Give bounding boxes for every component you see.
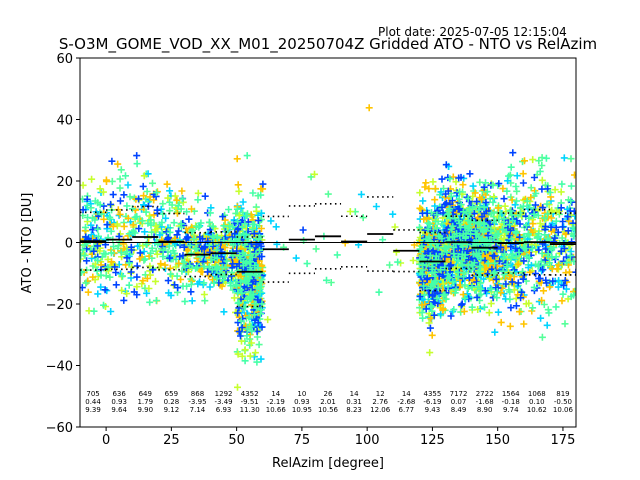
x-tick-label: 175	[551, 433, 576, 448]
bin-count-label: 705	[86, 390, 99, 398]
bin-mean-label: 0.93	[111, 398, 127, 406]
bin-std-label: 8.90	[477, 406, 493, 414]
x-tick-label: 50	[228, 433, 245, 448]
bin-mean-label: -0.18	[502, 398, 520, 406]
bin-count-label: 14	[271, 390, 280, 398]
x-tick-label: 0	[102, 433, 110, 448]
chart-title: S-O3M_GOME_VOD_XX_M01_20250704Z Gridded …	[59, 35, 597, 54]
bin-std-label: 9.39	[85, 406, 101, 414]
x-tick-label: 25	[163, 433, 180, 448]
bin-std-label: 12.06	[370, 406, 391, 414]
y-tick-label: −60	[46, 421, 73, 436]
bin-std-label: 11.30	[240, 406, 260, 414]
bin-mean-label: -6.19	[423, 398, 441, 406]
y-axis-label: ATO - NTO [DU]	[20, 193, 35, 294]
y-tick-label: 40	[56, 114, 73, 129]
bin-std-label: 9.43	[425, 406, 441, 414]
bin-mean-label: 0.07	[451, 398, 467, 406]
y-tick-label: 0	[65, 237, 73, 252]
bin-count-label: 649	[139, 390, 152, 398]
scatter-marker-set	[80, 149, 576, 340]
bin-statistics: 7050.449.396360.939.646491.799.906590.28…	[85, 390, 573, 414]
bin-count-label: 2722	[476, 390, 494, 398]
y-tick-label: 20	[56, 175, 73, 190]
x-axis-label: RelAzim [degree]	[272, 456, 384, 471]
bin-mean-label: 0.93	[294, 398, 310, 406]
statistics-overlay	[80, 196, 576, 308]
bin-mean-label: -0.50	[554, 398, 572, 406]
scatter-marker-set	[80, 156, 576, 391]
x-axis-ticks: 0 25 50 75 100 125 150 175	[102, 427, 575, 448]
bin-mean-label: 2.01	[320, 398, 336, 406]
y-tick-label: −40	[46, 360, 73, 375]
bin-count-label: 10	[297, 390, 306, 398]
bin-mean-label: 0.10	[529, 398, 545, 406]
bin-std-label: 6.77	[399, 406, 415, 414]
bin-std-label: 9.74	[503, 406, 519, 414]
bin-std-label: 10.66	[266, 406, 287, 414]
bin-mean-label: 0.44	[85, 398, 101, 406]
bin-count-label: 26	[324, 390, 333, 398]
bin-mean-label: 0.28	[164, 398, 180, 406]
bin-count-label: 7172	[450, 390, 468, 398]
bin-count-label: 1068	[528, 390, 546, 398]
bin-std-label: 9.90	[137, 406, 153, 414]
bin-mean-label: 0.31	[346, 398, 362, 406]
bin-mean-label: -1.68	[476, 398, 494, 406]
x-tick-label: 125	[420, 433, 445, 448]
x-tick-label: 150	[485, 433, 510, 448]
bin-std-label: 10.95	[292, 406, 312, 414]
bin-mean-label: 2.76	[372, 398, 388, 406]
bin-std-label: 6.93	[216, 406, 232, 414]
bin-mean-label: -2.19	[267, 398, 285, 406]
bin-mean-label: 1.79	[137, 398, 153, 406]
x-tick-label: 100	[355, 433, 380, 448]
bin-count-label: 4355	[424, 390, 442, 398]
bin-std-label: 10.56	[318, 406, 339, 414]
bin-std-label: 9.64	[111, 406, 127, 414]
bin-std-label: 7.14	[190, 406, 206, 414]
bin-count-label: 12	[376, 390, 385, 398]
bin-mean-label: -9.51	[241, 398, 259, 406]
plot-date: Plot date: 2025-07-05 12:15:04	[378, 25, 567, 39]
y-axis-ticks: −60 −40 −20 0 20 40 60	[46, 52, 80, 436]
bin-std-label: 8.49	[451, 406, 467, 414]
bin-count-label: 868	[191, 390, 204, 398]
bin-std-label: 10.06	[553, 406, 574, 414]
bin-count-label: 636	[112, 390, 126, 398]
bin-std-label: 9.12	[164, 406, 180, 414]
bin-count-label: 14	[350, 390, 359, 398]
bin-mean-label: -2.68	[397, 398, 415, 406]
bin-count-label: 659	[165, 390, 178, 398]
bin-std-label: 8.23	[346, 406, 362, 414]
bin-count-label: 4352	[241, 390, 259, 398]
y-tick-label: −20	[46, 298, 73, 313]
y-tick-label: 60	[56, 52, 73, 67]
bin-count-label: 1564	[502, 390, 520, 398]
bin-mean-label: -3.95	[188, 398, 206, 406]
bin-count-label: 1292	[215, 390, 233, 398]
scatter-points	[80, 104, 576, 391]
bin-mean-label: -3.49	[215, 398, 233, 406]
x-tick-label: 75	[294, 433, 311, 448]
bin-std-label: 10.62	[527, 406, 547, 414]
bin-count-label: 819	[556, 390, 569, 398]
bin-count-label: 14	[402, 390, 411, 398]
